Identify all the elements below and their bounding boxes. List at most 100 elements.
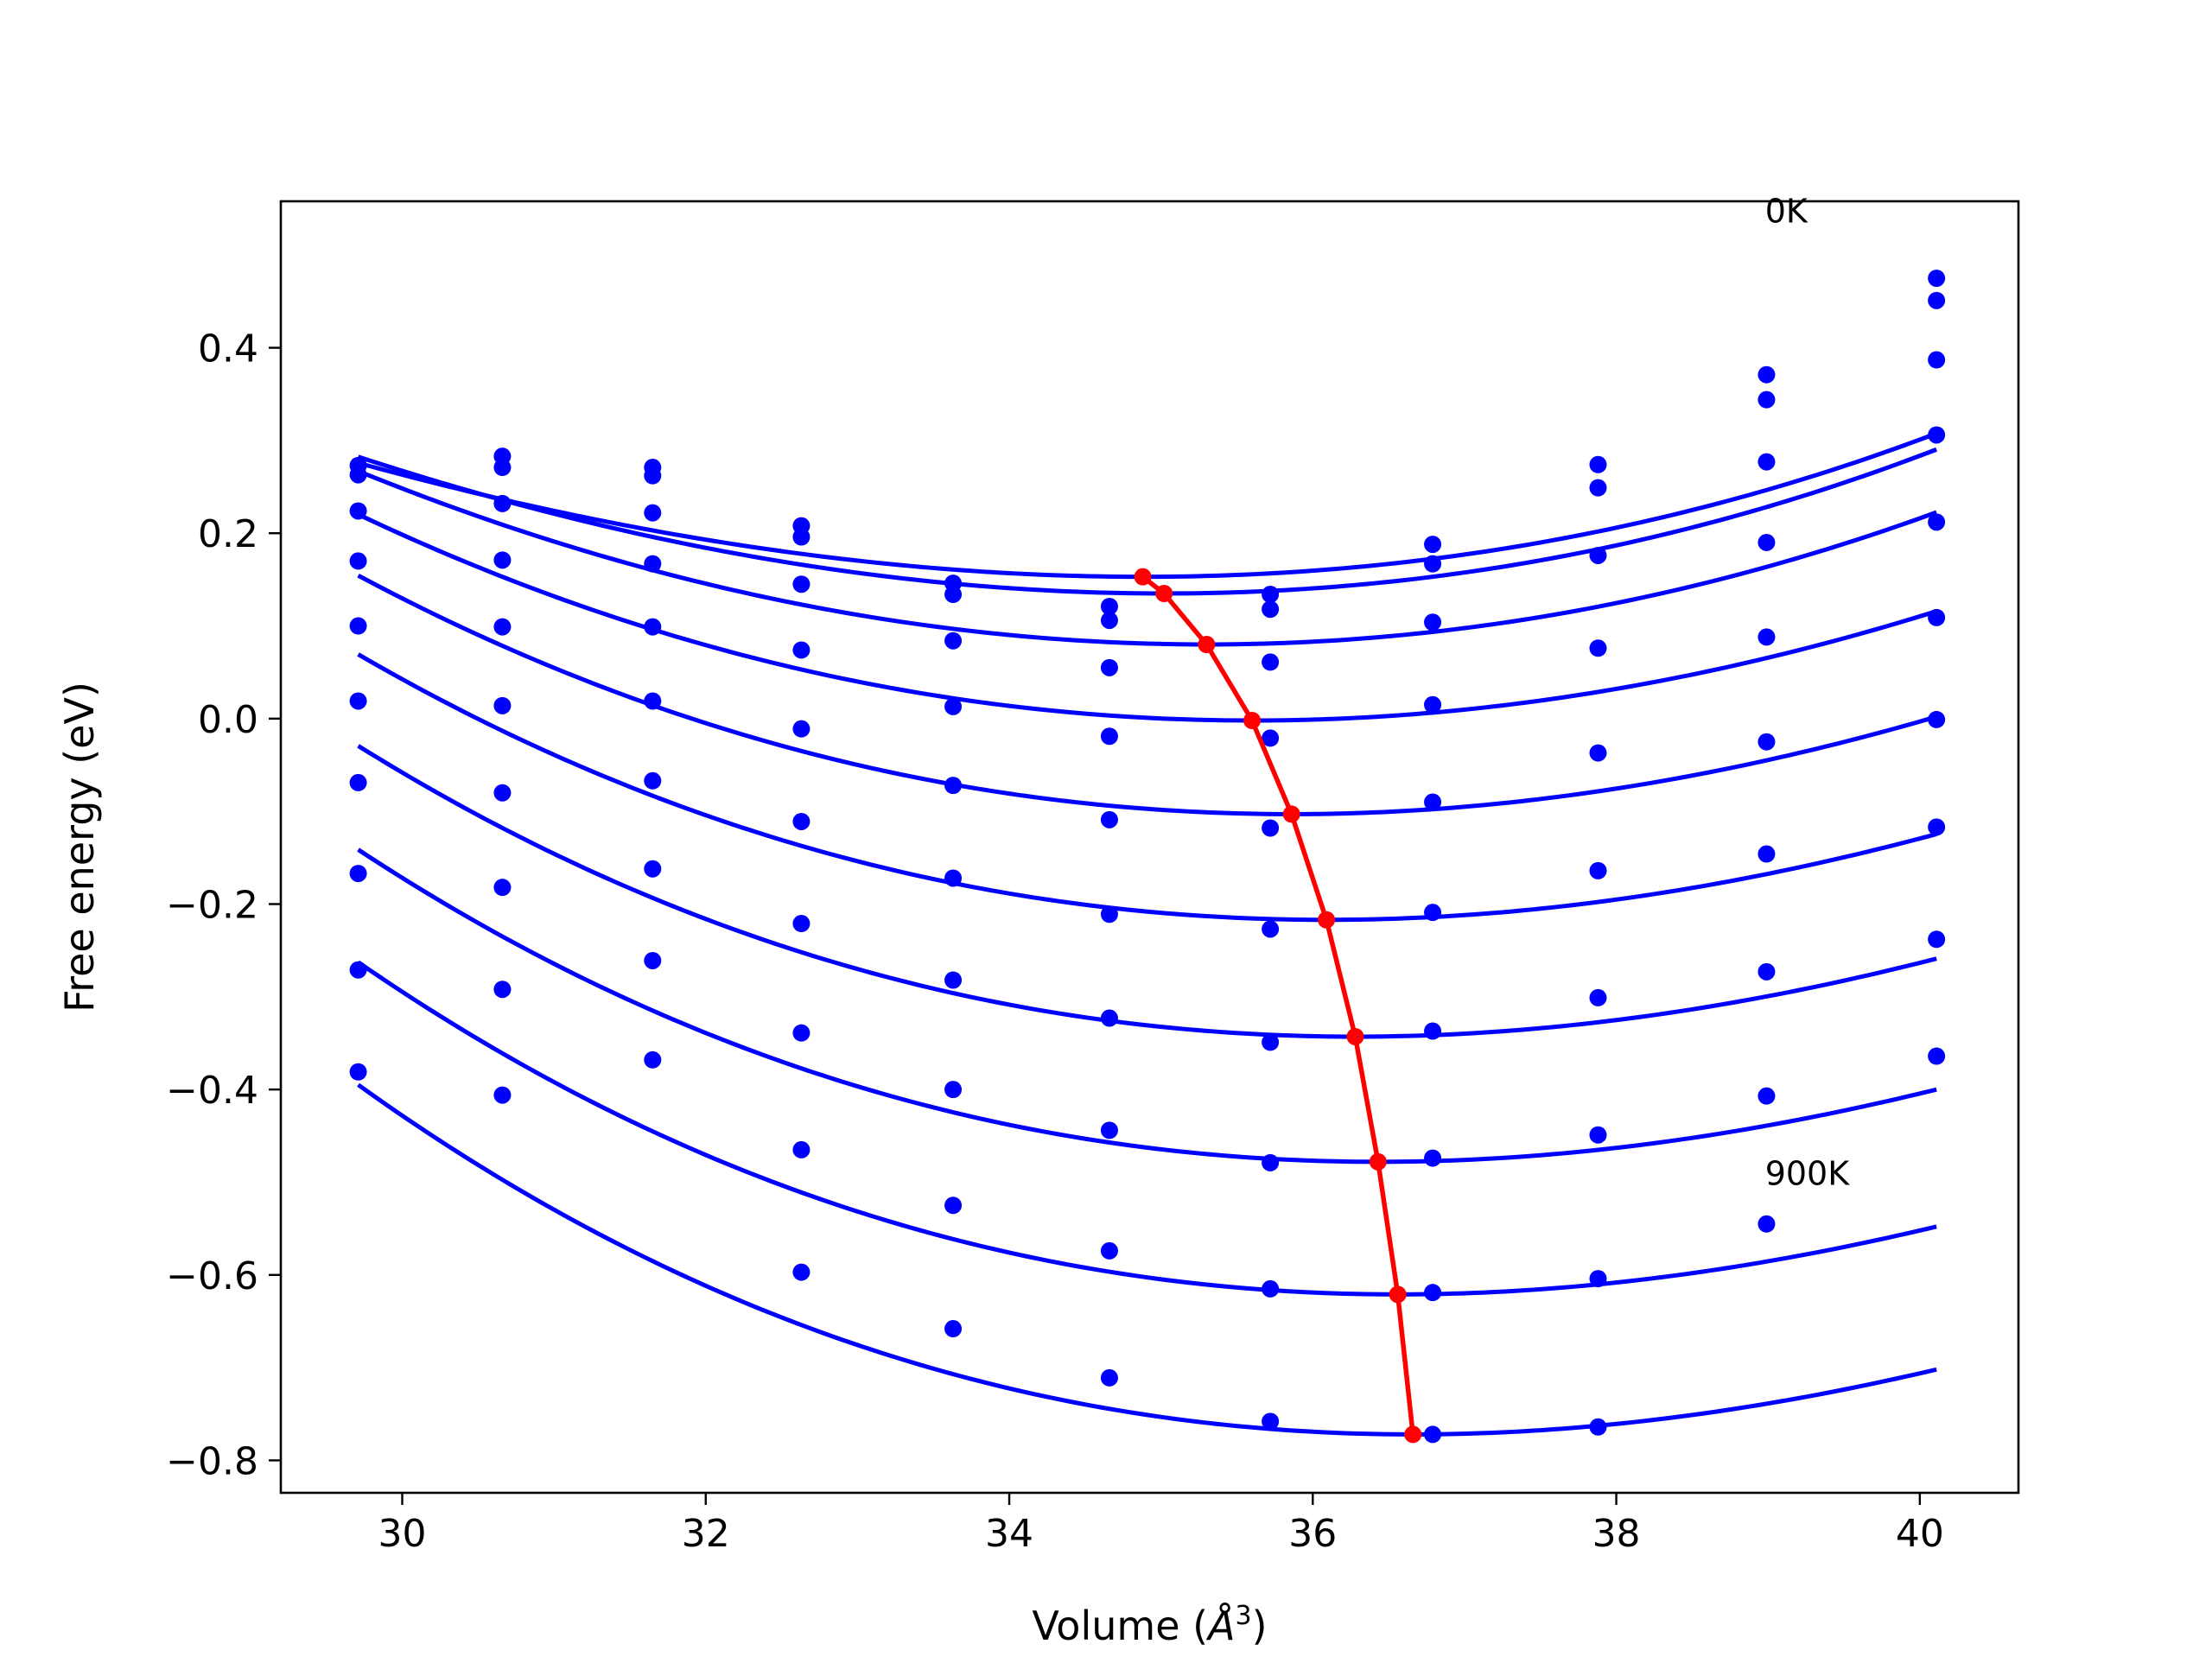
data-point (644, 618, 662, 636)
data-point (792, 575, 810, 593)
data-point (1928, 818, 1946, 836)
minimum-path-point (1282, 805, 1300, 823)
data-point (944, 1196, 963, 1215)
data-point (1262, 729, 1280, 747)
y-tick-label: 0.2 (198, 512, 258, 556)
x-tick-label: 36 (1288, 1512, 1337, 1556)
fit-curve (357, 468, 1938, 647)
data-point (1758, 845, 1776, 863)
data-point (944, 1081, 963, 1099)
data-point (792, 1024, 810, 1042)
data-point (944, 632, 963, 650)
data-point (644, 951, 662, 969)
data-point (644, 555, 662, 573)
data-point (1262, 653, 1280, 671)
data-point (1928, 608, 1946, 626)
y-axis-title: Free energy (eV) (56, 682, 103, 1012)
data-point (1100, 1009, 1118, 1027)
data-point (1589, 1270, 1607, 1288)
minimum-path-point (1155, 584, 1173, 602)
data-point (792, 720, 810, 738)
data-point (1262, 1153, 1280, 1171)
data-point (1758, 533, 1776, 551)
minimum-path-point (1404, 1425, 1422, 1444)
data-point (1424, 695, 1442, 714)
x-axis-title: Volume (Å3) (1032, 1601, 1267, 1649)
data-point (1424, 904, 1442, 922)
data-point (644, 504, 662, 522)
data-point (1100, 658, 1118, 676)
data-point (1589, 744, 1607, 762)
x-axis-title-superscript: 3 (1236, 1601, 1252, 1631)
x-tick-label: 40 (1896, 1512, 1944, 1556)
minimum-path-point (1198, 636, 1216, 654)
data-point (1424, 1284, 1442, 1302)
fit-curve (357, 573, 1937, 816)
data-point (1589, 1418, 1607, 1436)
y-tick-label: 0.4 (198, 327, 258, 371)
data-point (1262, 1033, 1280, 1051)
data-point (493, 696, 512, 714)
data-point (1758, 962, 1776, 981)
x-axis-title-text: Volume ( (1032, 1603, 1208, 1649)
data-point (1100, 810, 1118, 828)
data-point (1758, 1087, 1776, 1105)
x-tick-label: 30 (378, 1512, 427, 1556)
x-tick-label: 38 (1592, 1512, 1641, 1556)
temperature-annotation: 0K (1765, 193, 1808, 231)
plot-frame (279, 200, 2020, 1495)
x-tick-label: 34 (985, 1512, 1033, 1556)
data-point (1758, 628, 1776, 646)
minimum-path-point (1389, 1285, 1407, 1304)
data-point (792, 812, 810, 830)
data-point (1424, 536, 1442, 554)
data-point (1928, 1047, 1946, 1065)
y-tick-label: −0.6 (166, 1254, 258, 1298)
data-point (792, 1140, 810, 1158)
fit-curve (357, 847, 1937, 1165)
data-point (493, 981, 512, 999)
data-point (493, 551, 512, 569)
data-point (1928, 930, 1946, 949)
x-tick-label: 32 (682, 1512, 730, 1556)
data-point (792, 641, 810, 659)
data-point (493, 879, 512, 897)
data-point (1262, 920, 1280, 938)
data-point (1589, 455, 1607, 473)
data-point (792, 915, 810, 933)
data-point (493, 784, 512, 802)
data-point (1589, 1126, 1607, 1144)
data-point (1424, 793, 1442, 811)
data-point (1928, 426, 1946, 444)
data-point (1424, 1149, 1442, 1167)
data-point (944, 697, 963, 715)
data-point (349, 773, 367, 791)
x-axis-title-symbol: Å (1205, 1603, 1235, 1649)
data-point (1262, 1412, 1280, 1431)
data-point (1424, 613, 1442, 632)
data-point (944, 586, 963, 604)
data-point (493, 618, 512, 636)
data-point (1928, 351, 1946, 369)
data-point (1100, 1241, 1118, 1260)
data-point (644, 467, 662, 485)
data-point (644, 771, 662, 790)
data-point (1589, 639, 1607, 657)
data-point (1100, 612, 1118, 630)
data-point (1100, 1121, 1118, 1139)
fit-curve (357, 447, 1938, 596)
data-point (493, 1086, 512, 1104)
data-point (644, 860, 662, 878)
minimum-path-point (1369, 1152, 1387, 1171)
data-point (1928, 291, 1946, 309)
data-point (1928, 270, 1946, 288)
data-point (349, 552, 367, 570)
y-tick-label: −0.2 (166, 884, 258, 928)
data-point (944, 869, 963, 887)
minimum-path-point (1318, 911, 1336, 929)
fit-curve (357, 960, 1937, 1297)
minimum-path-point (1346, 1027, 1364, 1045)
y-tick-label: −0.8 (166, 1439, 258, 1483)
